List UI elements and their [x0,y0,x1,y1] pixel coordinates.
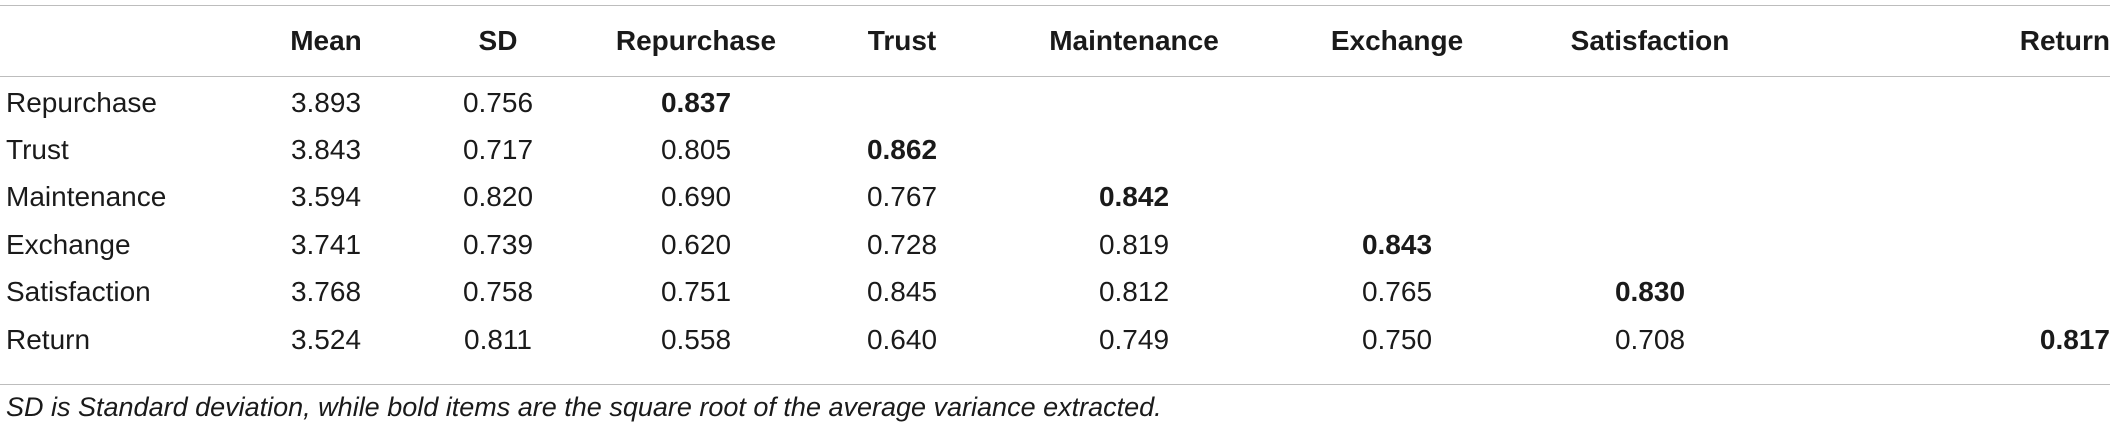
table-cell [1778,174,2110,221]
table-row: Satisfaction 3.768 0.758 0.751 0.845 0.812 0.7… [0,269,2110,316]
table-row: Exchange 3.741 0.739 0.620 0.728 0.819 0.843 [0,221,2110,268]
table-cell: 0.640 [866,323,938,355]
table-cell [996,76,1272,126]
table-row: Maintenance 3.594 0.820 0.690 0.767 0.842 [0,174,2110,221]
table-body: Repurchase 3.893 0.756 0.837 Trust 3.843 0.717… [0,76,2110,363]
header-cell-mean: Mean [290,25,362,56]
table-header-row: Mean SD Repurchase Trust Maintenance Exchange… [0,6,2110,76]
table-cell [1522,126,1778,173]
table-cell [1522,76,1778,126]
table-cell: 3.843 [290,134,362,166]
table-cell: 0.843 [1361,228,1433,260]
table-cell: 0.837 [660,86,732,118]
table-row: Return 3.524 0.811 0.558 0.640 0.749 0.750 0.70… [0,316,2110,363]
table-cell: 0.749 [1098,323,1170,355]
table-cell: 0.817 [2039,323,2110,355]
table-cell: 0.708 [1614,323,1686,355]
table-cell: 0.812 [1098,276,1170,308]
table-cell: 0.767 [866,181,938,213]
correlation-table: Mean SD Repurchase Trust Maintenance Exchange… [0,6,2110,363]
row-label: Trust [6,134,69,166]
row-label: Return [6,323,91,355]
table-bottom-rule [0,384,2110,385]
table-cell: 3.524 [290,323,362,355]
header-cell-satisfaction: Satisfaction [1570,25,1730,56]
table-cell: 0.819 [1098,228,1170,260]
row-label: Repurchase [6,86,157,118]
table-cell [1778,126,2110,173]
table-cell: 0.805 [660,134,732,166]
table-cell [1778,221,2110,268]
table-cell: 0.717 [462,134,534,166]
table-cell: 0.690 [660,181,732,213]
table-cell: 3.893 [290,86,362,118]
table-cell: 3.768 [290,276,362,308]
header-cell-repurchase: Repurchase [615,25,777,56]
row-label: Exchange [6,228,131,260]
table-cell: 0.620 [660,228,732,260]
table-cell: 0.845 [866,276,938,308]
header-cell-maintenance: Maintenance [1049,25,1219,56]
table-top-rule [0,5,2110,6]
table-cell: 3.741 [290,228,362,260]
table-cell: 0.820 [462,181,534,213]
table-cell: 3.594 [290,181,362,213]
table-cell [1272,76,1522,126]
table-cell [1778,269,2110,316]
table-cell: 0.758 [462,276,534,308]
table-cell: 0.842 [1098,181,1170,213]
table-header-rule [0,76,2110,77]
table-cell [808,76,996,126]
table-cell: 0.739 [462,228,534,260]
row-label: Satisfaction [6,276,151,308]
header-cell-exchange: Exchange [1330,25,1464,56]
table-cell: 0.765 [1361,276,1433,308]
table-cell: 0.728 [866,228,938,260]
header-cell-sd: SD [478,25,518,56]
table-cell [1522,221,1778,268]
row-label: Maintenance [6,181,167,213]
table-cell: 0.750 [1361,323,1433,355]
table-cell [1522,174,1778,221]
table-cell: 0.811 [464,323,532,355]
table-cell: 0.751 [660,276,732,308]
table-cell: 0.756 [462,86,534,118]
table-cell: 0.862 [866,134,938,166]
header-cell-label [0,6,240,76]
header-cell-trust: Trust [867,25,937,56]
table-row: Trust 3.843 0.717 0.805 0.862 [0,126,2110,173]
table-cell [1272,126,1522,173]
table-cell [996,126,1272,173]
header-cell-return: Return [2019,25,2110,56]
table-cell [1778,76,2110,126]
table-cell [1272,174,1522,221]
table-cell: 0.830 [1614,276,1686,308]
table-footnote: SD is Standard deviation, while bold ite… [6,392,1162,422]
table-row: Repurchase 3.893 0.756 0.837 [0,76,2110,126]
table-cell: 0.558 [660,323,732,355]
